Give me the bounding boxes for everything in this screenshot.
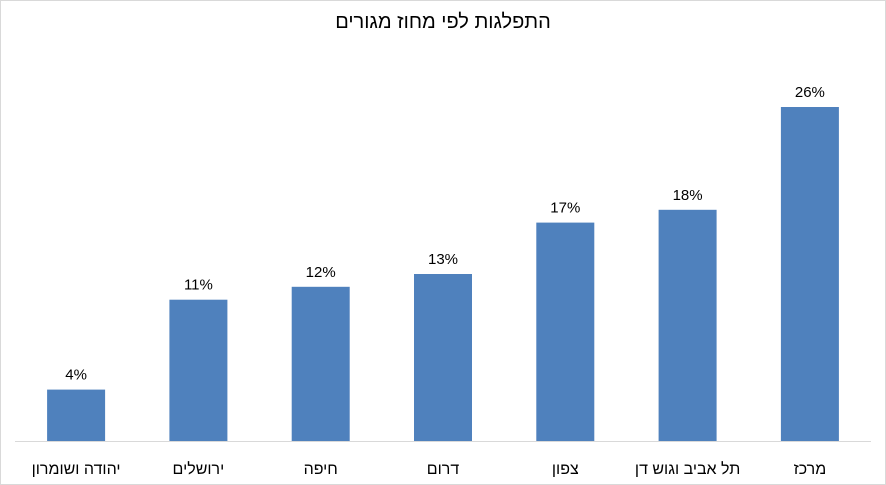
category-tick-label: דרום bbox=[427, 461, 460, 478]
bar bbox=[536, 222, 595, 441]
chart-title: התפלגות לפי מחוז מגורים bbox=[335, 11, 551, 33]
bar bbox=[780, 107, 839, 441]
data-label: 26% bbox=[795, 84, 825, 101]
data-label: 13% bbox=[428, 251, 458, 268]
category-tick-label: צפון bbox=[552, 461, 579, 478]
bar bbox=[291, 286, 350, 441]
category-tick-label: ירושלים bbox=[173, 460, 225, 478]
bar bbox=[47, 389, 106, 441]
data-label: 17% bbox=[550, 200, 580, 217]
category-tick-label: יהודה ושומרון bbox=[32, 461, 121, 478]
category-tick-label: מרכז bbox=[794, 461, 827, 478]
bar bbox=[414, 274, 472, 441]
category-tick-label: חיפה bbox=[304, 461, 338, 478]
bar bbox=[658, 209, 717, 441]
data-label: 4% bbox=[65, 367, 87, 384]
data-label: 11% bbox=[184, 277, 213, 294]
data-label: 18% bbox=[673, 187, 703, 204]
category-tick-label: תל אביב וגוש דן bbox=[635, 460, 740, 478]
data-label: 12% bbox=[306, 264, 336, 281]
bar bbox=[169, 299, 228, 441]
